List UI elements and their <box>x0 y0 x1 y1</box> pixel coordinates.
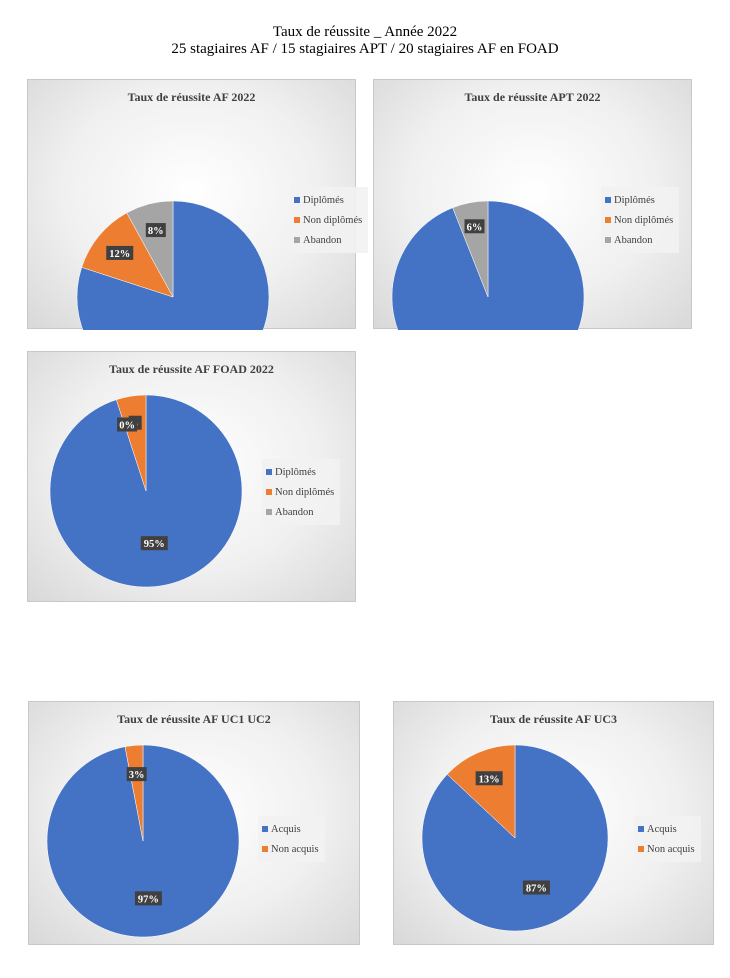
chart-legend: Acquis Non acquis <box>634 816 701 862</box>
pie-chart: 80%12%8% <box>76 200 270 330</box>
legend-item-non-diplomes: Non diplômés <box>294 210 362 230</box>
data-label-diplomes: 95% <box>140 536 168 551</box>
data-label-abandon: 0% <box>117 417 138 432</box>
legend-item-abandon: Abandon <box>605 230 673 250</box>
legend-swatch <box>294 197 300 203</box>
legend-swatch <box>266 489 272 495</box>
chart-panel-1: Taux de réussite AF 202280%12%8%Diplômés… <box>27 79 369 330</box>
pie-chart: 94%06% <box>391 200 585 330</box>
legend-swatch <box>294 217 300 223</box>
data-label-text: 95% <box>144 539 165 550</box>
page-subtitle: 25 stagiaires AF / 15 stagiaires APT / 2… <box>171 41 559 57</box>
legend-label: Abandon <box>303 234 342 246</box>
chart-panel-3: Taux de réussite AF FOAD 2022 95%50% Diplô… <box>27 351 356 602</box>
legend-swatch <box>605 197 611 203</box>
pie-slice-diplomes <box>76 200 270 330</box>
legend-item-diplomes: Diplômés <box>266 462 334 482</box>
data-label-text: 8% <box>148 226 164 237</box>
data-label-non-diplomes: 12% <box>106 245 134 260</box>
data-label-text: 6% <box>467 222 483 233</box>
legend-item-diplomes: Diplômés <box>294 190 362 210</box>
chart-title: Taux de réussite APT 2022 <box>464 90 601 104</box>
data-label-abandon: 8% <box>145 223 166 238</box>
legend-label: Abandon <box>614 234 653 246</box>
legend-swatch <box>605 237 611 243</box>
legend-swatch <box>262 826 268 832</box>
legend-swatch <box>605 217 611 223</box>
legend-item-acquis: Acquis <box>638 819 695 839</box>
pie-slice-diplomes <box>391 200 585 330</box>
legend-item-non-acquis: Non acquis <box>638 839 695 859</box>
legend-item-abandon: Abandon <box>294 230 362 250</box>
legend-item-non-acquis: Non acquis <box>262 839 319 859</box>
chart-legend: Diplômés Non diplômés Abandon <box>601 187 680 253</box>
legend-item-diplomes: Diplômés <box>605 190 673 210</box>
chart-title: Taux de réussite AF 2022 <box>127 90 256 104</box>
data-label-text: 3% <box>129 770 145 781</box>
legend-item-non-diplomes: Non diplômés <box>605 210 673 230</box>
legend-label: Non diplômés <box>275 486 335 498</box>
legend-swatch <box>638 846 644 852</box>
legend-label: Non diplômés <box>303 214 363 226</box>
legend-label: Diplômés <box>275 466 316 478</box>
data-label-acquis: 87% <box>522 880 550 895</box>
pie-slice-non-acquis <box>446 744 516 839</box>
legend-label: Abandon <box>275 506 314 518</box>
chart-title: Taux de réussite AF UC1 UC2 <box>117 712 271 726</box>
data-label-text: 13% <box>479 774 500 785</box>
chart-legend: Acquis Non acquis <box>258 816 325 862</box>
page-title: Taux de réussite _ Année 2022 <box>272 24 458 40</box>
pie-chart: 87% 13% <box>421 744 609 932</box>
legend-label: Diplômés <box>614 194 655 206</box>
legend-swatch <box>638 826 644 832</box>
legend-swatch <box>262 846 268 852</box>
chart-legend: Diplômés Non diplômés Abandon <box>290 187 369 253</box>
legend-label: Acquis <box>271 823 301 835</box>
legend-item-abandon: Abandon <box>266 502 334 522</box>
data-label-text: 12% <box>109 249 130 260</box>
chart-title: Taux de réussite AF UC3 <box>489 712 618 726</box>
legend-label: Acquis <box>647 823 677 835</box>
data-label-text: 87% <box>526 884 547 895</box>
legend-label: Non diplômés <box>614 214 674 226</box>
data-label-text: 0% <box>119 421 135 432</box>
legend-label: Non acquis <box>271 843 319 855</box>
legend-swatch <box>266 469 272 475</box>
data-label-abandon: 6% <box>464 219 485 234</box>
legend-swatch <box>294 237 300 243</box>
chart-panel-4: Taux de réussite AF UC1 UC2 97% 3% Acquis No… <box>28 701 360 945</box>
pie-chart: 95%50% <box>49 394 243 588</box>
legend-item-acquis: Acquis <box>262 819 319 839</box>
data-label-non-acquis: 3% <box>126 767 147 782</box>
legend-item-non-diplomes: Non diplômés <box>266 482 334 502</box>
chart-legend: Diplômés Non diplômés Abandon <box>262 459 341 525</box>
pie-chart: 97% 3% <box>46 744 240 938</box>
chart-panel-2: Taux de réussite APT 2022 94%06% Diplômés N… <box>373 79 692 330</box>
data-label-text: 97% <box>138 894 159 905</box>
data-label-non-acquis: 13% <box>475 771 503 786</box>
chart-panel-5: Taux de réussite AF UC3 87% 13% Acquis Non a… <box>393 701 714 945</box>
legend-label: Diplômés <box>303 194 344 206</box>
chart-title: Taux de réussite AF FOAD 2022 <box>109 362 274 376</box>
legend-swatch <box>266 509 272 515</box>
legend-label: Non acquis <box>647 843 695 855</box>
data-label-acquis: 97% <box>134 891 162 906</box>
